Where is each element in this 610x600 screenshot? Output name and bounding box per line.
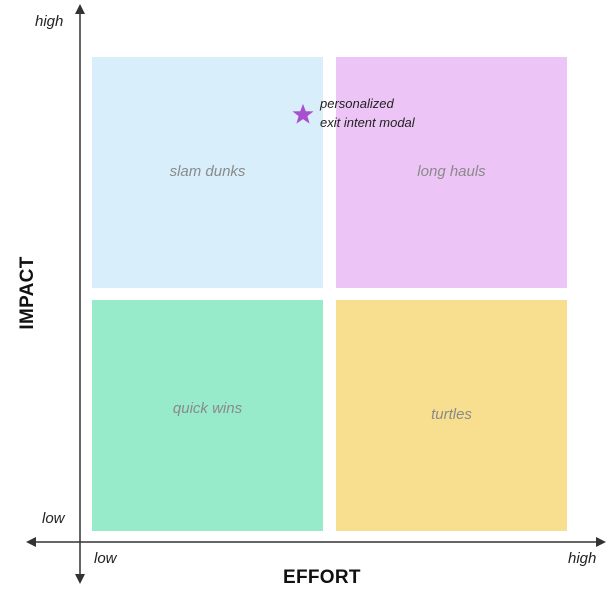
quadrant-quick-wins: quick wins <box>92 300 323 531</box>
item-label: personalized exit intent modal <box>320 94 415 132</box>
star-icon <box>292 103 314 124</box>
item-label-line-1: personalized <box>320 96 394 111</box>
y-axis-low-label: low <box>42 510 65 527</box>
x-axis-title: EFFORT <box>283 567 361 588</box>
x-axis-arrow-left-icon <box>26 537 36 547</box>
quadrant-slam-dunks: slam dunks <box>92 57 323 288</box>
y-axis-title: IMPACT <box>17 256 38 330</box>
x-axis-high-label: high <box>568 550 597 567</box>
y-axis-arrow-up-icon <box>75 4 85 14</box>
y-axis-high-label: high <box>35 13 64 30</box>
x-axis-arrow-right-icon <box>596 537 606 547</box>
quadrant-turtles: turtles <box>336 300 567 531</box>
quadrant-long-hauls: long hauls <box>336 57 567 288</box>
quadrant-label-turtles: turtles <box>431 406 472 423</box>
quadrant-label-slam-dunks: slam dunks <box>169 163 246 180</box>
x-axis-low-label: low <box>94 550 117 567</box>
y-axis-arrow-down-icon <box>75 574 85 584</box>
quadrant-label-quick-wins: quick wins <box>172 400 243 417</box>
item-label-line-2: exit intent modal <box>320 115 415 130</box>
quadrant-label-long-hauls: long hauls <box>417 163 486 180</box>
